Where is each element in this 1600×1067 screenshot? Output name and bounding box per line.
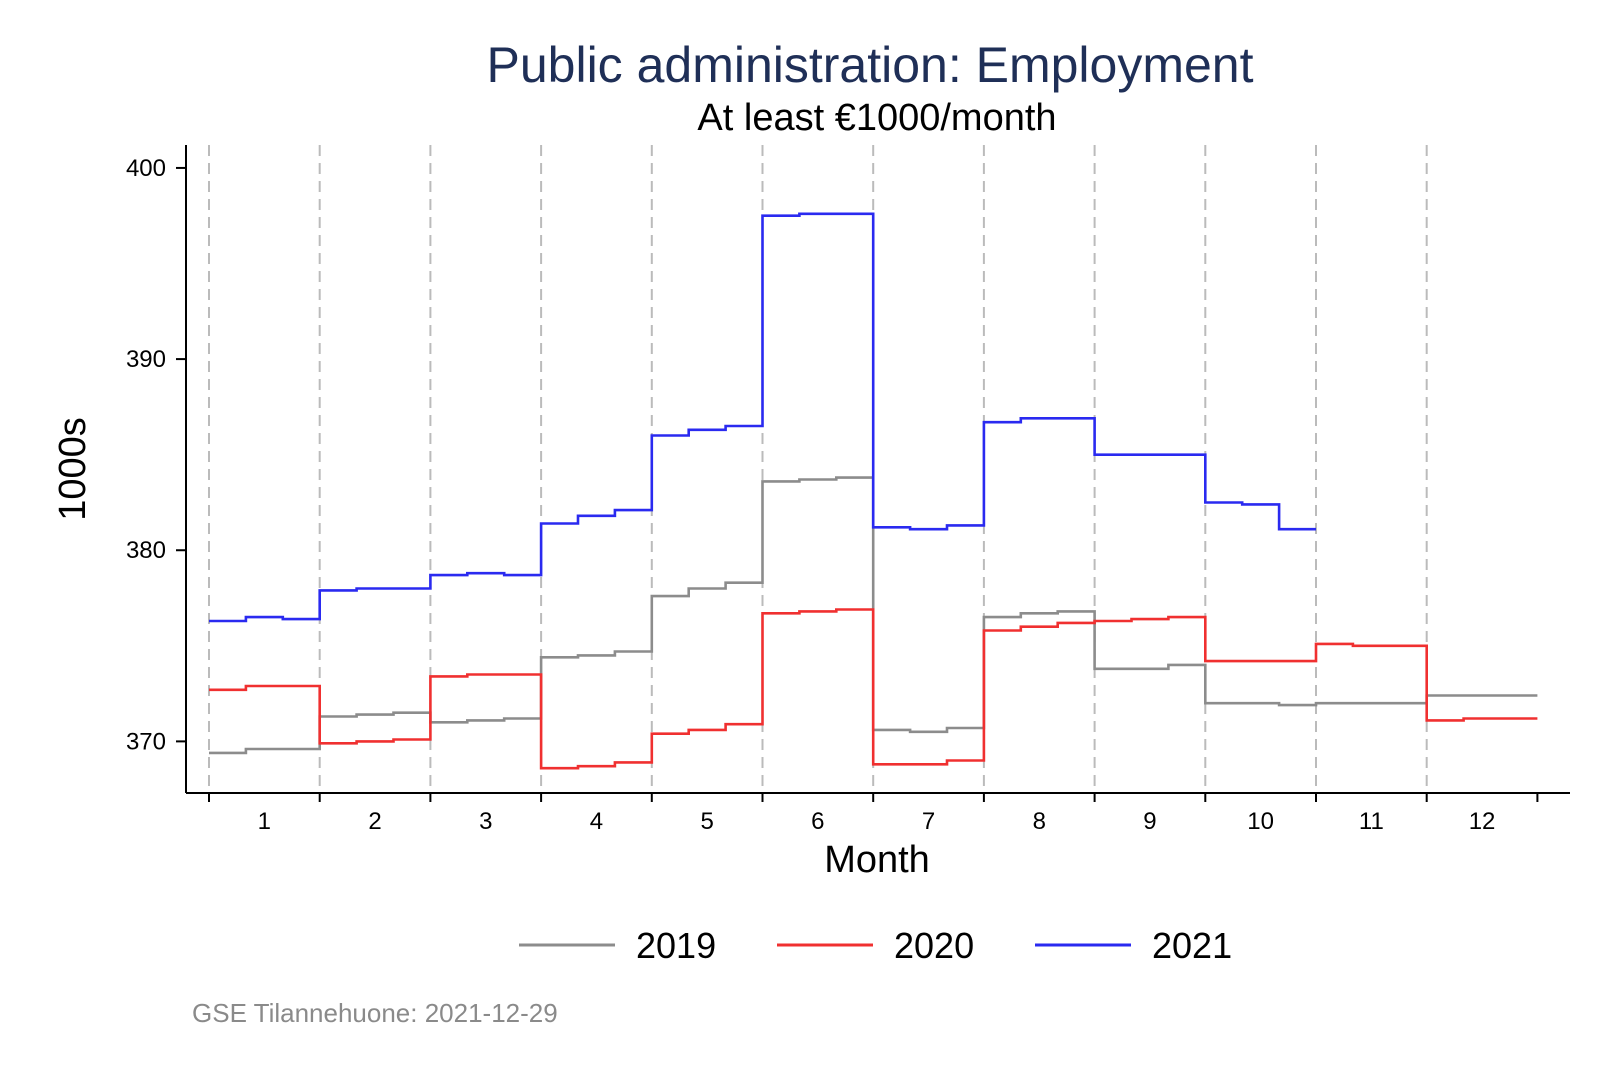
y-tick-label: 400 xyxy=(126,155,166,182)
legend: 2019 2020 2021 xyxy=(519,925,1232,966)
x-tick-label: 9 xyxy=(1143,808,1156,835)
x-tick-label: 11 xyxy=(1359,808,1384,835)
source-note: GSE Tilannehuone: 2021-12-29 xyxy=(192,998,558,1028)
x-tick-label: 8 xyxy=(1033,808,1046,835)
series-group xyxy=(209,212,1538,770)
series-line-2020 xyxy=(209,608,1538,770)
x-tick-label: 1 xyxy=(258,808,271,835)
x-tick-label: 12 xyxy=(1469,808,1496,835)
legend-label-2021: 2021 xyxy=(1152,925,1232,966)
x-ticks: 1 2 3 4 5 6 7 8 9 10 11 12 xyxy=(208,793,1539,835)
legend-label-2019: 2019 xyxy=(636,925,716,966)
series-line-2021 xyxy=(209,212,1316,623)
month-gridlines xyxy=(208,145,1428,793)
x-tick-label: 3 xyxy=(479,808,492,835)
y-tick-label: 390 xyxy=(126,346,166,373)
x-tick-label: 2 xyxy=(368,808,381,835)
x-tick-label: 4 xyxy=(590,808,603,835)
x-tick-label: 7 xyxy=(922,808,935,835)
x-tick-label: 10 xyxy=(1247,808,1274,835)
y-tick-label: 380 xyxy=(126,537,166,564)
x-axis-title: Month xyxy=(824,839,930,881)
y-tick-label: 370 xyxy=(126,728,166,755)
y-axis-title: 1000s xyxy=(52,417,94,521)
y-ticks: 370 380 390 400 xyxy=(126,155,186,755)
x-tick-label: 5 xyxy=(700,808,713,835)
chart-title: Public administration: Employment xyxy=(487,37,1254,93)
chart-subtitle: At least €1000/month xyxy=(697,97,1056,139)
x-tick-label: 6 xyxy=(811,808,824,835)
legend-label-2020: 2020 xyxy=(894,925,974,966)
